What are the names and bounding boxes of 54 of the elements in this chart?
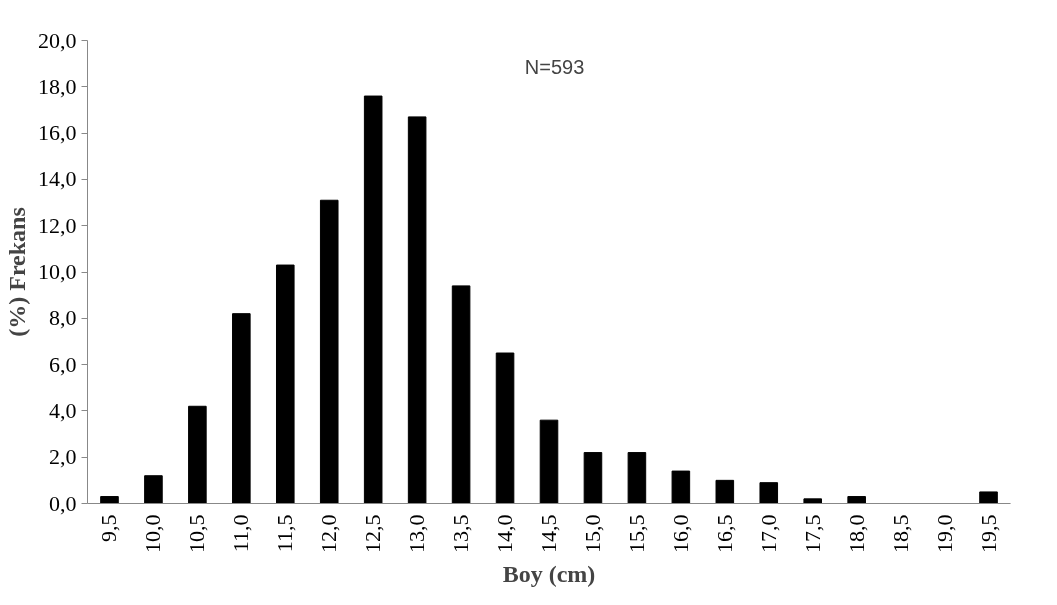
y-tick-label: 6,0: [49, 351, 77, 377]
bar: [671, 470, 691, 504]
x-tick-label: 17,5: [799, 514, 825, 553]
bar: [979, 491, 998, 504]
y-tick-label: 4,0: [49, 397, 77, 423]
y-tick-label: 8,0: [49, 305, 77, 331]
x-tick-label: 14,5: [536, 514, 561, 553]
x-tick-label: 13,0: [404, 514, 430, 553]
y-tick-label: 2,0: [49, 444, 77, 470]
bar: [232, 313, 251, 504]
y-tick-label: 12,0: [38, 212, 77, 238]
x-tick-label: 19,5: [975, 514, 1001, 553]
bar: [100, 496, 119, 504]
bar: [188, 405, 207, 504]
x-axis-title: Boy (cm): [502, 561, 596, 587]
y-tick-label: 0,0: [49, 490, 77, 516]
x-tick-label: 10,0: [140, 514, 166, 553]
bar: [539, 419, 559, 504]
x-tick-label: 19,0: [931, 514, 957, 553]
y-tick-label: 18,0: [38, 73, 77, 99]
bar: [276, 264, 295, 504]
x-tick-label: 14,0: [492, 514, 518, 553]
x-tick-label: 11,5: [272, 514, 298, 553]
x-tick-label: 10,5: [184, 514, 210, 553]
x-tick-label: 15,5: [623, 514, 649, 553]
y-axis-title: (%) Frekans: [4, 207, 30, 337]
bar: [759, 482, 779, 504]
bar: [627, 452, 647, 504]
annotation: N=593: [524, 55, 585, 78]
bar: [363, 95, 383, 504]
x-tick-label: 18,5: [887, 514, 913, 553]
bar: [495, 352, 515, 504]
x-tick-label: 11,0: [228, 514, 254, 553]
x-tick-label: 16,0: [667, 514, 693, 553]
y-tick-label: 10,0: [38, 259, 77, 284]
bar: [803, 498, 822, 504]
y-tick-label: 20,0: [38, 27, 77, 53]
bar: [407, 116, 427, 504]
y-tick-label: 14,0: [38, 166, 77, 192]
x-tick-label: 13,5: [448, 514, 474, 553]
bar: [583, 452, 603, 504]
x-tick-label: 17,0: [755, 514, 781, 553]
bar: [319, 199, 339, 504]
bar: [847, 496, 866, 504]
x-tick-label: 12,5: [360, 514, 386, 553]
x-tick-label: 9,5: [96, 514, 122, 542]
bar: [144, 475, 163, 504]
x-tick-label: 15,0: [579, 514, 605, 553]
bar: [715, 479, 735, 504]
bar: [451, 285, 471, 504]
x-tick-label: 18,0: [843, 514, 869, 553]
x-tick-label: 12,0: [316, 514, 342, 553]
x-tick-label: 16,5: [711, 514, 737, 553]
y-tick-label: 16,0: [38, 120, 77, 146]
